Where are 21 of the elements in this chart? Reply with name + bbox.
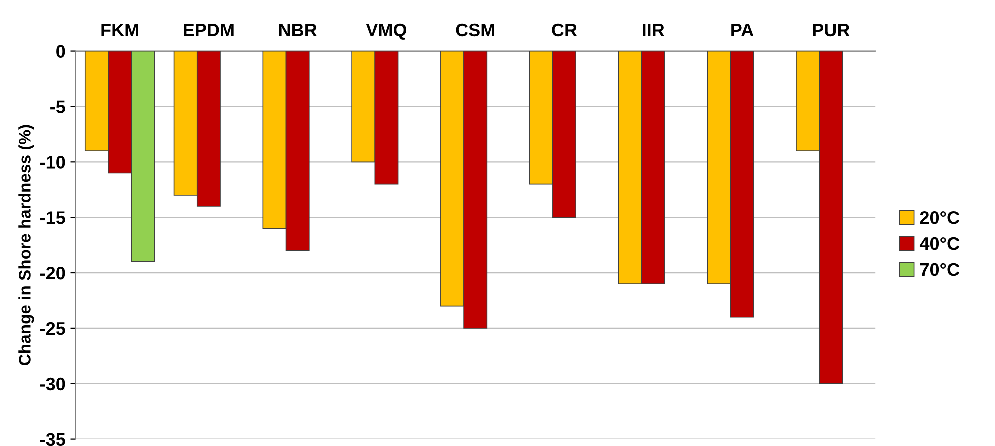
x-tick-label: PA (732, 24, 754, 36)
y-tick-label: 0 (56, 45, 66, 58)
y-axis-title: Change in Shore hardness (%) (18, 125, 34, 366)
x-tick-label: CR (552, 24, 578, 37)
x-tick-label: CSM (456, 24, 494, 37)
y-tick-label: -30 (40, 378, 66, 391)
y-tick-label: -35 (40, 433, 66, 446)
x-tick-label: FKM (102, 24, 138, 36)
legend-label: 70°C (920, 263, 960, 276)
y-tick-label: -25 (40, 322, 66, 336)
x-tick-label: NBR (279, 24, 318, 36)
x-tick-label: EPDM (184, 24, 234, 36)
x-tick-label: PUR (813, 24, 850, 37)
y-tick-label: -20 (40, 266, 66, 280)
y-tick-label: -10 (40, 156, 66, 169)
x-tick-label: VMQ (366, 24, 407, 40)
legend-label: 20°C (920, 211, 960, 224)
y-tick-label: -15 (40, 212, 66, 224)
x-tick-label: IIR (643, 24, 665, 36)
legend-label: 40°C (920, 237, 960, 250)
y-tick-label: -5 (50, 100, 66, 114)
